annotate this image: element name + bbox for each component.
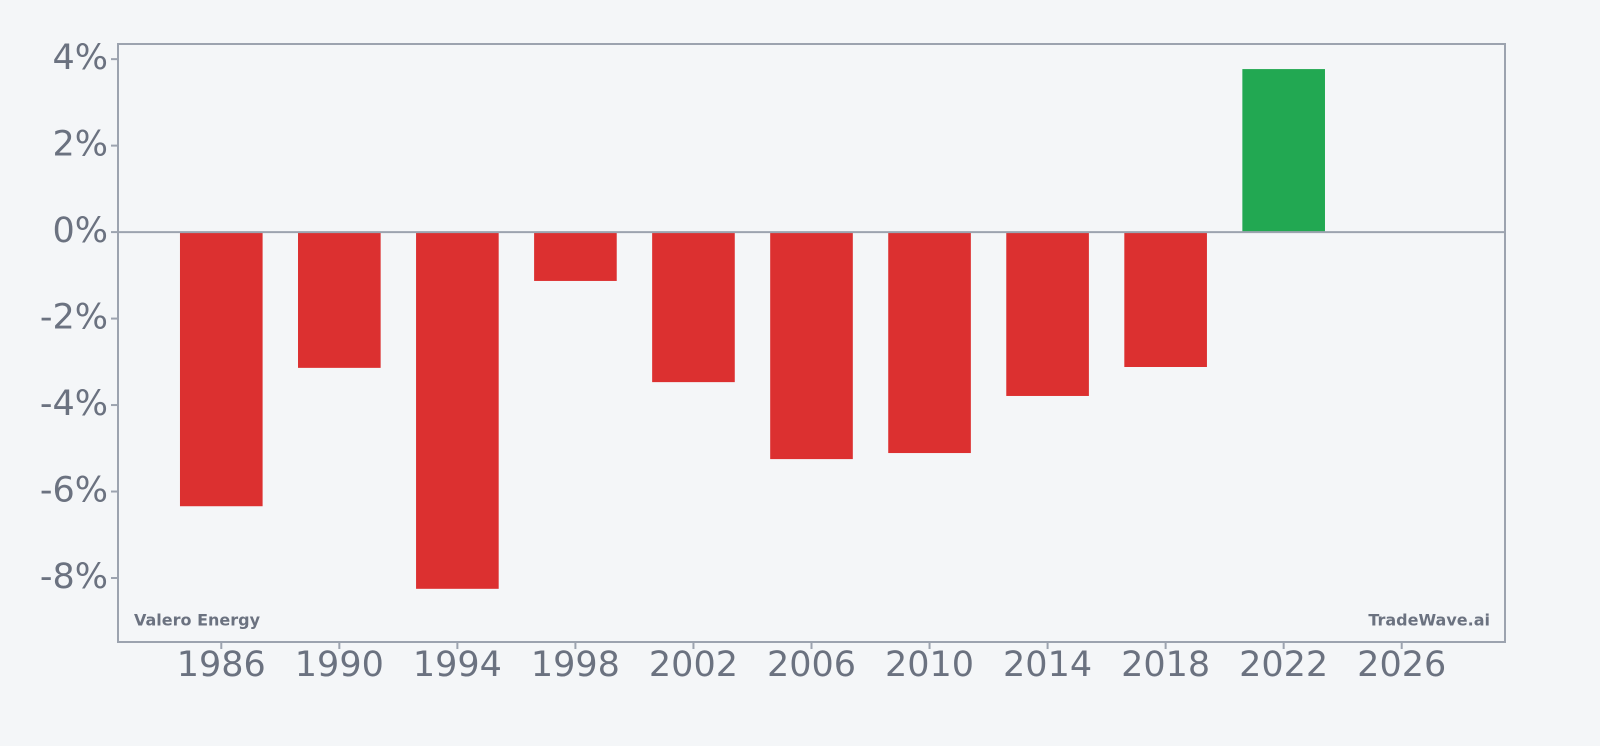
brand-label: TradeWave.ai [1368,611,1490,630]
bar [1124,232,1207,367]
x-tick-label: 2022 [1239,645,1328,685]
x-tick-label: 2010 [885,645,974,685]
x-tick-label: 1994 [413,645,502,685]
x-tick-label: 1986 [177,645,266,685]
bar [1242,69,1325,233]
x-tick-label: 2018 [1121,645,1210,685]
bar [652,232,735,383]
bar [1006,232,1089,396]
x-tick-label: 1998 [531,645,620,685]
y-tick-label: 2% [52,125,108,165]
x-tick-label: 2026 [1357,645,1446,685]
bar [888,232,971,454]
y-tick-label: -8% [40,557,108,597]
y-tick-label: 0% [52,211,108,251]
x-tick-label: 2014 [1003,645,1092,685]
bar [534,232,617,281]
x-tick-label: 2002 [649,645,738,685]
y-tick-label: -2% [40,298,108,338]
y-tick-label: -6% [40,471,108,511]
x-tick-label: 2006 [767,645,856,685]
bar [770,232,853,460]
y-tick-label: 4% [52,38,108,78]
x-tick-label: 1990 [295,645,384,685]
bar [298,232,381,368]
company-label: Valero Energy [134,611,261,630]
bar [416,232,499,589]
bar [179,232,263,507]
y-tick-label: -4% [40,384,108,424]
